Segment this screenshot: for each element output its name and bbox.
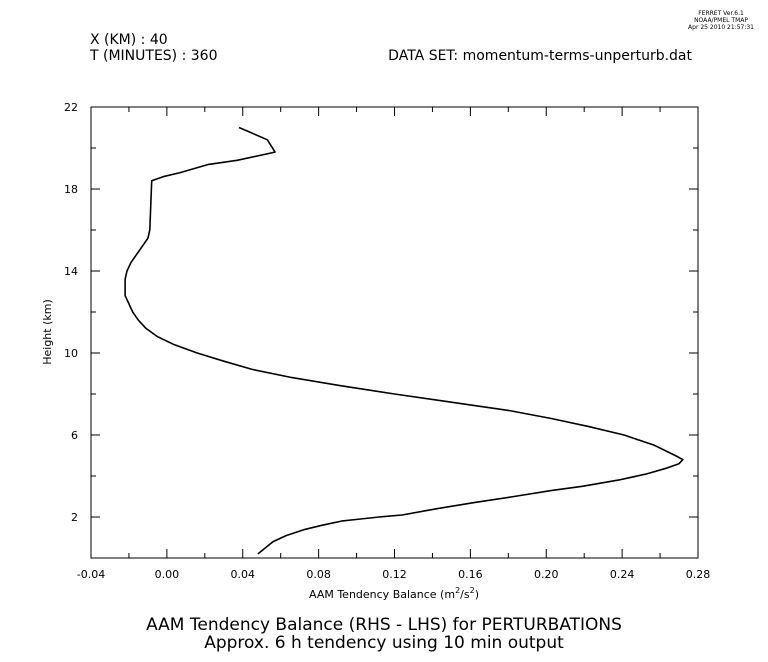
y-tick-label: 18 <box>64 183 78 196</box>
time-label: T (MINUTES) : 360 <box>90 48 218 64</box>
stamp-line-1: FERRET Ver.6.1 <box>698 10 744 17</box>
x-tick-label: 0.12 <box>382 568 407 581</box>
y-tick-labels: 2 6 10 14 18 22 <box>64 101 78 524</box>
y-tick-label: 10 <box>64 347 78 360</box>
chart-subtitle: Approx. 6 h tendency using 10 min output <box>204 633 564 653</box>
x-tick-label: 0.28 <box>686 568 711 581</box>
y-tick-label: 6 <box>71 429 78 442</box>
stamp-line-2: NOAA/PMEL TMAP <box>694 17 748 24</box>
chart-title: AAM Tendency Balance (RHS - LHS) for PER… <box>146 615 622 635</box>
x-tick-label: 0.08 <box>306 568 331 581</box>
stamp-line-3: Apr 25 2010 21:57:31 <box>688 24 754 31</box>
y-tick-label: 14 <box>64 265 78 278</box>
x-tick-label: -0.04 <box>77 568 105 581</box>
x-position-label: X (KM) : 40 <box>90 32 168 48</box>
x-tick-label: 0.16 <box>458 568 483 581</box>
x-tick-label: 0.24 <box>610 568 635 581</box>
y-axis-label: Height (km) <box>41 299 54 365</box>
tick-marks <box>90 106 699 559</box>
x-tick-labels: -0.04 0.00 0.04 0.08 0.12 0.16 0.20 0.24 0.28 <box>77 568 710 581</box>
ferret-stamp: FERRET Ver.6.1 NOAA/PMEL TMAP Apr 25 201… <box>688 10 754 31</box>
x-tick-label: 0.04 <box>231 568 256 581</box>
x-tick-label: 0.20 <box>534 568 559 581</box>
y-tick-label: 2 <box>71 511 78 524</box>
x-tick-label: 0.00 <box>155 568 180 581</box>
dataset-label: DATA SET: momentum-terms-unperturb.dat <box>388 48 692 64</box>
series-line <box>124 126 684 555</box>
x-axis-label: AAM Tendency Balance (m2/s2) <box>309 586 479 601</box>
plot-frame <box>90 106 699 559</box>
y-tick-label: 22 <box>64 101 78 114</box>
